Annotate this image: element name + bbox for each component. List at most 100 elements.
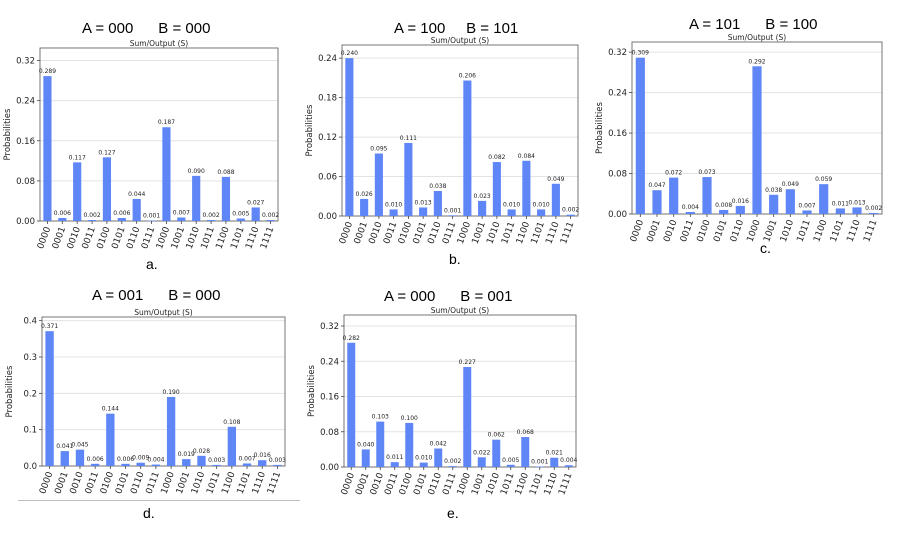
y-tick-label: 0.08 xyxy=(16,177,35,187)
x-tick-label: 0000 xyxy=(629,218,646,243)
bar xyxy=(389,209,398,216)
y-tick-label: 0.00 xyxy=(16,217,35,227)
bar-value-label: 0.227 xyxy=(459,359,476,366)
x-tick-label: 1111 xyxy=(259,226,276,251)
bar xyxy=(551,183,560,216)
bar xyxy=(522,160,531,216)
bar-value-label: 0.038 xyxy=(429,183,446,190)
bar-value-label: 0.002 xyxy=(202,212,219,219)
y-tick-label: 0.08 xyxy=(320,428,339,438)
bar xyxy=(58,217,67,221)
bar-value-label: 0.006 xyxy=(54,210,71,217)
x-tick-label: 0001 xyxy=(646,219,663,244)
bar xyxy=(564,465,573,467)
y-tick-label: 0.06 xyxy=(318,173,337,183)
panel-e-caption: e. xyxy=(447,505,459,521)
y-tick-label: 0.24 xyxy=(16,97,35,107)
y-axis-label: Probabilities xyxy=(595,101,605,153)
bar-value-label: 0.309 xyxy=(632,50,649,57)
bar xyxy=(434,448,443,467)
bar-value-label: 0.003 xyxy=(269,457,286,464)
x-tick-label: 1111 xyxy=(266,471,283,496)
y-tick-label: 0.00 xyxy=(608,210,627,220)
bar xyxy=(390,462,399,467)
y-tick-label: 0.3 xyxy=(23,353,37,363)
bar xyxy=(60,451,69,466)
bar xyxy=(535,466,544,468)
plot-frame xyxy=(41,316,286,467)
bar-value-label: 0.044 xyxy=(128,191,145,198)
bar xyxy=(537,209,546,216)
chart-title: Sum/Output (S) xyxy=(431,306,489,315)
bar xyxy=(448,215,457,216)
bar xyxy=(266,219,275,221)
bar xyxy=(347,342,356,467)
bar-value-label: 0.292 xyxy=(748,58,765,65)
y-tick-label: 0.32 xyxy=(608,48,627,58)
bar xyxy=(360,198,369,216)
bar-value-label: 0.127 xyxy=(98,149,115,156)
bar-value-label: 0.117 xyxy=(69,154,86,161)
bar xyxy=(206,219,216,221)
bar-value-label: 0.023 xyxy=(474,193,491,200)
bar-value-label: 0.022 xyxy=(473,449,490,456)
bar-value-label: 0.001 xyxy=(143,212,160,219)
panel-b-heading: A = 100 B = 101 xyxy=(394,20,519,37)
bar-value-label: 0.028 xyxy=(193,448,210,455)
bar xyxy=(550,457,559,467)
bar-value-label: 0.010 xyxy=(533,201,550,208)
bar-value-label: 0.021 xyxy=(546,450,563,457)
x-tick-label: 1011 xyxy=(796,219,813,244)
bar-value-label: 0.010 xyxy=(385,201,402,208)
bar xyxy=(258,460,267,466)
bar xyxy=(769,194,779,214)
x-tick-label: 0011 xyxy=(679,219,696,244)
y-axis-label: Probabilities xyxy=(307,364,317,416)
bar xyxy=(463,366,472,467)
panel-a-caption: a. xyxy=(146,256,158,272)
y-tick-label: 0.08 xyxy=(608,170,627,180)
x-tick-label: 0101 xyxy=(712,219,729,244)
bar xyxy=(43,76,52,221)
bar xyxy=(419,207,428,216)
bar-value-label: 0.001 xyxy=(444,207,461,214)
chart-b: Sum/Output (S) Probabilities 0.00 0.06 0.12 0… xyxy=(305,36,579,246)
bar-value-label: 0.073 xyxy=(698,169,715,176)
panel-c-caption: c. xyxy=(760,240,771,256)
bar-value-label: 0.187 xyxy=(158,119,175,126)
bar xyxy=(166,396,176,466)
bar-value-label: 0.111 xyxy=(400,135,417,142)
y-tick-label: 0.0 xyxy=(23,462,37,472)
bar xyxy=(182,459,191,466)
y-tick-label: 0.32 xyxy=(16,57,35,67)
bar-value-label: 0.088 xyxy=(217,169,234,176)
bar-value-label: 0.040 xyxy=(357,441,374,448)
plot-frame xyxy=(341,44,579,217)
bar-value-label: 0.100 xyxy=(401,415,418,422)
bar-value-label: 0.027 xyxy=(247,199,264,206)
bar-value-label: 0.045 xyxy=(71,442,88,449)
x-tick-label: 0100 xyxy=(696,218,713,243)
x-tick-label: 1111 xyxy=(862,219,879,244)
bar xyxy=(87,219,97,221)
bar-value-label: 0.103 xyxy=(372,414,389,421)
chart-title: Sum/Output (S) xyxy=(130,39,188,48)
y-tick-label: 0.2 xyxy=(23,389,37,399)
bar-value-label: 0.095 xyxy=(370,146,387,153)
x-tick-label: 1000 xyxy=(746,218,763,243)
bar xyxy=(345,58,354,217)
bar xyxy=(102,157,112,221)
bar-value-label: 0.042 xyxy=(430,440,447,447)
bar xyxy=(236,218,245,221)
bar xyxy=(117,217,126,221)
panel-d-caption: d. xyxy=(143,505,155,521)
bar xyxy=(90,463,100,466)
panel-e-heading: A = 000 B = 001 xyxy=(384,288,513,305)
bar-value-label: 0.059 xyxy=(815,176,832,183)
y-tick-label: 0.16 xyxy=(608,129,627,139)
bar-value-label: 0.072 xyxy=(665,170,682,177)
bar-value-label: 0.004 xyxy=(147,457,164,464)
bar xyxy=(192,175,201,221)
bar xyxy=(212,464,221,466)
bar-value-label: 0.003 xyxy=(208,457,225,464)
